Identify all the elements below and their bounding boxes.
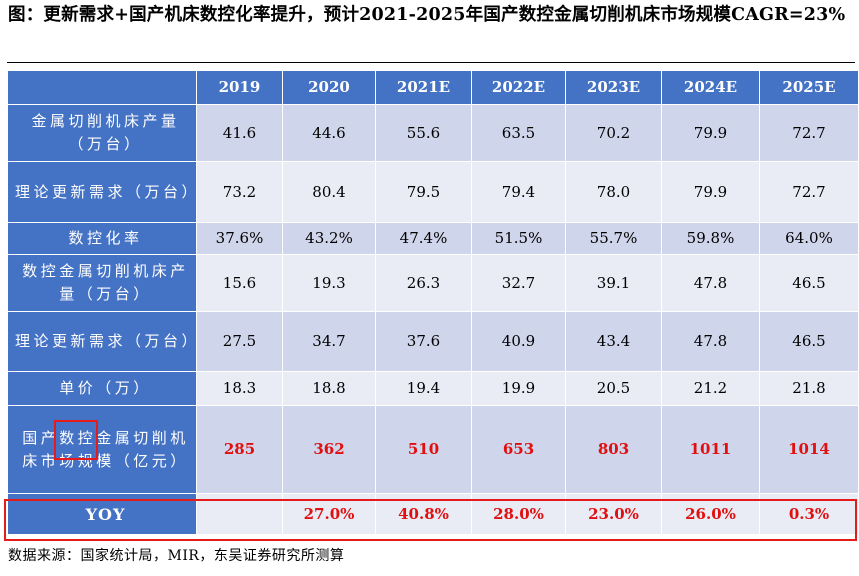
highlight-box-yoy-row <box>4 499 857 541</box>
table-row: 金属切削机床产量 （万台） 41.6 44.6 55.6 63.5 70.2 79… <box>7 104 859 162</box>
table-cell: 46.5 <box>759 311 859 372</box>
col-header: 2020 <box>282 70 376 105</box>
table-cell: 21.8 <box>759 371 859 406</box>
table-cell: 47.4% <box>375 222 472 255</box>
row-label: 理论更新需求（万台） <box>7 311 197 372</box>
table-cell: 1011 <box>661 405 760 494</box>
table-cell: 43.2% <box>282 222 376 255</box>
data-table: 2019 2020 2021E 2022E 2023E 2024E 2025E … <box>7 70 859 535</box>
table-cell: 19.4 <box>375 371 472 406</box>
table-cell: 26.3 <box>375 254 472 312</box>
table-row: 国产数控金属切削机 床市场规模（亿元） 285 362 510 653 803 1… <box>7 405 859 494</box>
table-row: 单价（万） 18.3 18.8 19.4 19.9 20.5 21.2 21.8 <box>7 371 859 406</box>
row-label: 国产数控金属切削机 床市场规模（亿元） <box>7 405 197 494</box>
table-cell: 285 <box>196 405 283 494</box>
table-cell: 51.5% <box>471 222 566 255</box>
table-cell: 40.9 <box>471 311 566 372</box>
table-cell: 21.2 <box>661 371 760 406</box>
table-cell: 32.7 <box>471 254 566 312</box>
table-cell: 37.6% <box>196 222 283 255</box>
table-row: 数控化率 37.6% 43.2% 47.4% 51.5% 55.7% 59.8%… <box>7 222 859 255</box>
figure-title: 图：更新需求+国产机床数控化率提升，预计2021-2025年国产数控金属切削机床… <box>8 5 846 25</box>
col-header: 2024E <box>661 70 760 105</box>
table-cell: 27.5 <box>196 311 283 372</box>
table-cell: 80.4 <box>282 161 376 223</box>
row-label: 金属切削机床产量 （万台） <box>7 104 197 162</box>
col-header: 2021E <box>375 70 472 105</box>
table-cell: 41.6 <box>196 104 283 162</box>
table-cell: 653 <box>471 405 566 494</box>
table-cell: 78.0 <box>565 161 662 223</box>
table-cell: 73.2 <box>196 161 283 223</box>
table-cell: 15.6 <box>196 254 283 312</box>
col-header: 2019 <box>196 70 283 105</box>
table-cell: 362 <box>282 405 376 494</box>
col-header: 2022E <box>471 70 566 105</box>
table-cell: 59.8% <box>661 222 760 255</box>
title-rule <box>7 62 855 63</box>
table-row: 理论更新需求（万台） 27.5 34.7 37.6 40.9 43.4 47.8… <box>7 311 859 372</box>
row-label: 单价（万） <box>7 371 197 406</box>
col-header: 2023E <box>565 70 662 105</box>
table-cell: 44.6 <box>282 104 376 162</box>
table-cell: 1014 <box>759 405 859 494</box>
row-label: 数控化率 <box>7 222 197 255</box>
table-cell: 510 <box>375 405 472 494</box>
row-label: 数控金属切削机床产 量（万台） <box>7 254 197 312</box>
highlight-box-label <box>54 420 98 460</box>
table-cell: 47.8 <box>661 254 760 312</box>
table-cell: 34.7 <box>282 311 376 372</box>
source-note: 数据来源：国家统计局，MIR，东吴证券研究所测算 <box>8 548 345 564</box>
table-cell: 79.4 <box>471 161 566 223</box>
table-row: 数控金属切削机床产 量（万台） 15.6 19.3 26.3 32.7 39.1 … <box>7 254 859 312</box>
table-cell: 19.3 <box>282 254 376 312</box>
table-cell: 79.5 <box>375 161 472 223</box>
table-row: 理论更新需求（万台） 73.2 80.4 79.5 79.4 78.0 79.9… <box>7 161 859 223</box>
table-cell: 55.7% <box>565 222 662 255</box>
table-cell: 64.0% <box>759 222 859 255</box>
table-cell: 803 <box>565 405 662 494</box>
table-cell: 70.2 <box>565 104 662 162</box>
header-corner <box>7 70 197 105</box>
table-cell: 72.7 <box>759 104 859 162</box>
table-cell: 79.9 <box>661 104 760 162</box>
table-cell: 18.8 <box>282 371 376 406</box>
table-cell: 79.9 <box>661 161 760 223</box>
col-header: 2025E <box>759 70 859 105</box>
table-cell: 20.5 <box>565 371 662 406</box>
table-cell: 19.9 <box>471 371 566 406</box>
table-cell: 72.7 <box>759 161 859 223</box>
table-cell: 63.5 <box>471 104 566 162</box>
header-row: 2019 2020 2021E 2022E 2023E 2024E 2025E <box>7 70 859 105</box>
table-cell: 39.1 <box>565 254 662 312</box>
table-cell: 46.5 <box>759 254 859 312</box>
table-cell: 47.8 <box>661 311 760 372</box>
table-cell: 55.6 <box>375 104 472 162</box>
row-label: 理论更新需求（万台） <box>7 161 197 223</box>
table-cell: 43.4 <box>565 311 662 372</box>
table-cell: 37.6 <box>375 311 472 372</box>
table-cell: 18.3 <box>196 371 283 406</box>
